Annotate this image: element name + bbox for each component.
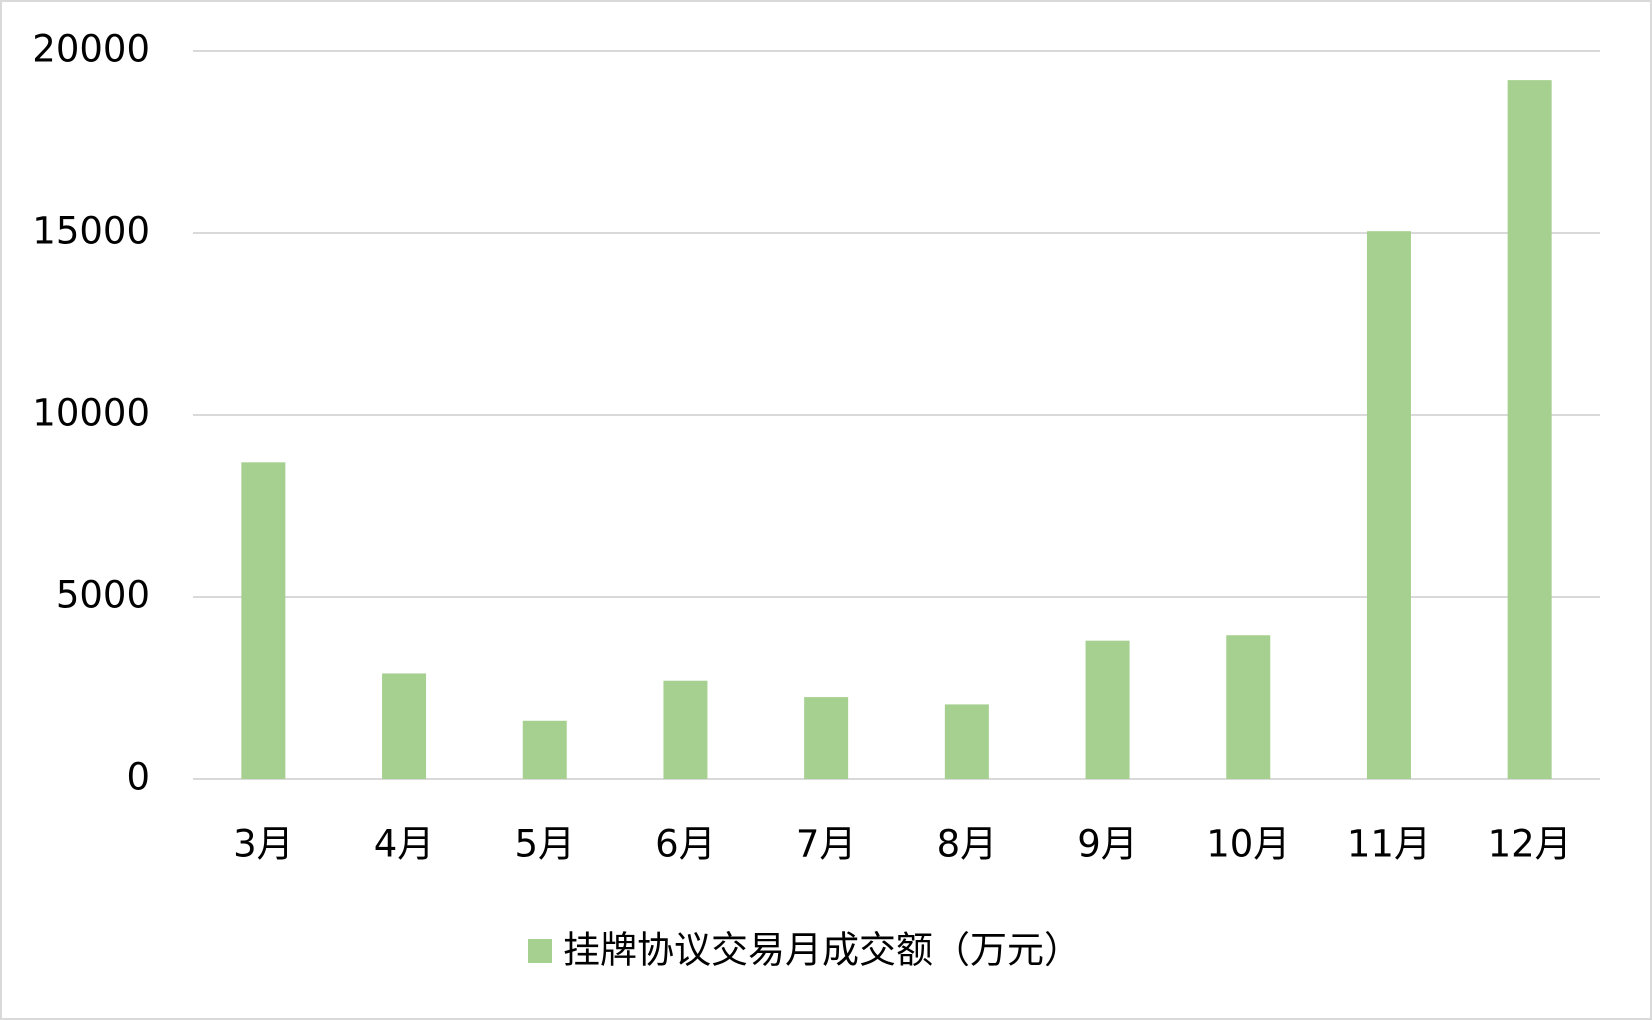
x-tick-label: 11月 (1347, 823, 1431, 866)
x-tick-label: 12月 (1488, 823, 1572, 866)
bar (944, 704, 989, 779)
y-tick-label: 15000 (32, 210, 150, 253)
bar (1507, 80, 1552, 780)
x-tick-label: 9月 (1077, 823, 1138, 866)
y-tick-label: 0 (126, 756, 150, 799)
y-tick-label: 5000 (56, 574, 150, 617)
x-tick-label: 7月 (796, 823, 857, 866)
x-tick-label: 6月 (655, 823, 716, 866)
legend-label: 挂牌协议交易月成交额（万元） (563, 929, 1081, 972)
x-tick-label: 5月 (514, 823, 575, 866)
x-tick-label: 10月 (1206, 823, 1290, 866)
x-tick-label: 4月 (374, 823, 435, 866)
x-tick-label: 8月 (937, 823, 998, 866)
bar (1226, 635, 1271, 779)
bar (804, 697, 849, 779)
bar (382, 673, 427, 779)
x-tick-label: 3月 (233, 823, 294, 866)
y-tick-label: 20000 (32, 28, 150, 71)
bar (522, 720, 567, 779)
bar (1085, 640, 1130, 779)
bar (1366, 231, 1411, 779)
legend-swatch (528, 939, 552, 963)
bar (241, 462, 286, 779)
y-tick-label: 10000 (32, 392, 150, 435)
bar (663, 680, 708, 779)
